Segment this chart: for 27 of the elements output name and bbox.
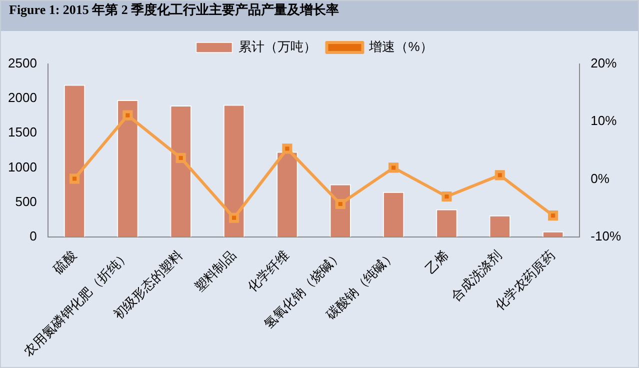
point [442, 191, 452, 202]
y-tick-label: 0 [30, 228, 37, 244]
y-tick-label: 1000 [8, 159, 37, 174]
y2-tick-label: 10% [590, 113, 618, 128]
y2-tick-label: -10% [590, 228, 622, 244]
x-tick-label: 硫酸 [50, 247, 80, 276]
point [282, 144, 292, 154]
legend-label: 增速（%） [368, 39, 433, 54]
point [388, 162, 399, 173]
y-tick-label: 2000 [8, 90, 37, 106]
point [548, 210, 558, 221]
x-tick-label: 化学纤维 [244, 247, 292, 295]
point [69, 174, 80, 184]
point [335, 198, 346, 210]
point [494, 170, 505, 180]
x-tick-label: 乙烯 [422, 247, 452, 276]
point [122, 110, 133, 120]
y-tick-label: 1500 [8, 124, 37, 140]
y-tick-label: 2500 [8, 56, 37, 71]
y2-tick-label: 20% [590, 56, 618, 71]
chart-title: Figure 1: 2015 年第 2 季度化工行业主要产品产量及增长率 [1, 1, 638, 31]
point [228, 212, 240, 223]
y2-tick-label: 0% [590, 170, 610, 186]
y-tick-label: 500 [15, 194, 37, 209]
legend-label: 累计（万吨） [238, 39, 317, 54]
point [176, 152, 186, 163]
x-tick-label: 塑料制品 [191, 247, 239, 295]
